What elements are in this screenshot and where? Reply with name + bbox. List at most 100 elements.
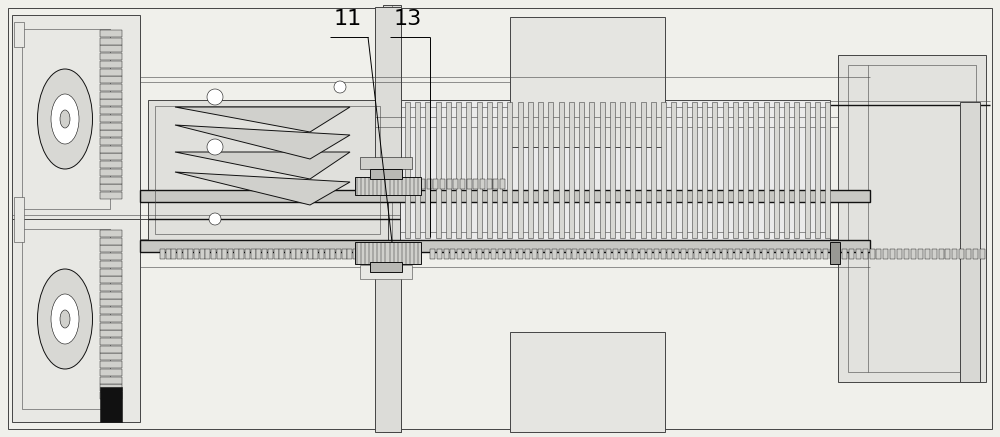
Bar <box>681 249 686 259</box>
Bar <box>805 102 810 238</box>
Bar <box>918 249 923 259</box>
Bar <box>692 102 697 238</box>
Bar <box>925 249 930 259</box>
Bar <box>22 29 110 209</box>
Bar <box>100 269 122 276</box>
Bar <box>518 249 523 259</box>
Bar <box>682 102 687 238</box>
Bar <box>497 102 502 238</box>
Text: 13: 13 <box>394 9 422 29</box>
Bar <box>359 249 364 259</box>
Bar <box>525 249 530 259</box>
Bar <box>415 102 420 238</box>
Bar <box>559 102 564 238</box>
Bar <box>753 102 758 238</box>
Bar <box>633 249 638 259</box>
Bar <box>566 249 571 259</box>
Bar <box>425 102 430 238</box>
Text: 11: 11 <box>334 9 362 29</box>
Bar <box>355 242 421 264</box>
Bar <box>466 102 471 238</box>
Bar <box>100 284 122 291</box>
Bar <box>100 323 122 329</box>
Bar <box>641 102 646 238</box>
Bar <box>234 249 239 259</box>
Bar <box>491 249 496 259</box>
Bar <box>100 230 122 237</box>
Bar <box>835 249 840 259</box>
Bar <box>413 179 418 189</box>
Bar <box>823 249 828 259</box>
Bar <box>262 249 267 259</box>
Bar <box>100 361 122 368</box>
Bar <box>100 100 122 107</box>
Bar <box>712 102 717 238</box>
Bar <box>100 253 122 260</box>
Bar <box>945 249 950 259</box>
Bar <box>842 249 847 259</box>
Bar <box>100 169 122 176</box>
Ellipse shape <box>60 110 70 128</box>
Bar <box>336 249 341 259</box>
Bar <box>487 179 492 189</box>
Bar <box>870 249 875 259</box>
Bar <box>383 5 401 432</box>
Polygon shape <box>175 125 350 159</box>
Bar <box>22 229 110 409</box>
Bar <box>510 332 665 432</box>
Bar <box>450 249 455 259</box>
Bar <box>890 249 895 259</box>
Bar <box>245 249 250 259</box>
Bar <box>973 249 978 259</box>
Bar <box>830 242 840 264</box>
Bar <box>375 267 401 432</box>
Bar <box>532 249 537 259</box>
Bar <box>464 249 469 259</box>
Bar <box>816 249 821 259</box>
Bar <box>511 249 516 259</box>
Bar <box>480 179 485 189</box>
Bar <box>100 130 122 137</box>
Bar <box>701 249 706 259</box>
Bar <box>538 249 543 259</box>
Bar <box>364 249 369 259</box>
Bar <box>630 102 635 238</box>
Bar <box>904 249 909 259</box>
Bar <box>613 249 618 259</box>
Polygon shape <box>175 172 350 205</box>
Bar <box>528 102 533 238</box>
Bar <box>952 249 957 259</box>
Bar <box>789 249 794 259</box>
Bar <box>211 249 216 259</box>
Bar <box>360 157 412 169</box>
Bar <box>100 392 122 399</box>
Bar <box>939 249 944 259</box>
Bar <box>427 179 432 189</box>
Bar <box>100 84 122 91</box>
Circle shape <box>209 213 221 225</box>
Bar <box>100 61 122 68</box>
Bar <box>100 307 122 314</box>
Bar <box>715 249 720 259</box>
Bar <box>735 249 740 259</box>
Polygon shape <box>175 152 350 179</box>
Bar <box>453 179 458 189</box>
Bar <box>200 249 205 259</box>
Bar <box>433 179 438 189</box>
Bar <box>370 249 375 259</box>
Bar <box>702 102 707 238</box>
Bar <box>776 249 781 259</box>
Bar <box>279 249 284 259</box>
Bar <box>100 161 122 168</box>
Bar <box>274 249 279 259</box>
Bar <box>796 249 801 259</box>
Bar <box>863 249 868 259</box>
Bar <box>722 249 727 259</box>
Bar <box>467 179 472 189</box>
Bar <box>783 249 788 259</box>
Bar <box>12 15 140 422</box>
Bar <box>430 249 435 259</box>
Bar <box>815 102 820 238</box>
Bar <box>651 102 656 238</box>
Bar <box>100 238 122 245</box>
